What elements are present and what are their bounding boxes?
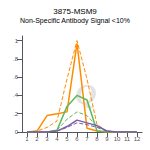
svg-text:.6: .6 — [13, 74, 19, 80]
svg-text:Q: Q — [75, 77, 97, 110]
svg-text:2: 2 — [35, 136, 39, 142]
svg-text:8: 8 — [95, 136, 99, 142]
svg-text:10: 10 — [114, 136, 121, 142]
svg-text:.2: .2 — [13, 111, 19, 117]
svg-text:3: 3 — [45, 136, 49, 142]
svg-text:7: 7 — [85, 136, 89, 142]
svg-text:.8: .8 — [13, 56, 19, 62]
svg-text:1: 1 — [25, 136, 29, 142]
svg-text:3875-MSM9: 3875-MSM9 — [53, 7, 97, 16]
svg-text:9: 9 — [105, 136, 109, 142]
svg-text:11: 11 — [124, 136, 131, 142]
svg-text:4: 4 — [55, 136, 59, 142]
svg-text:12: 12 — [134, 136, 141, 142]
svg-text:.4: .4 — [13, 92, 19, 98]
svg-text:0: 0 — [15, 129, 19, 135]
svg-text:Non-Specific Antibody Signal <: Non-Specific Antibody Signal <10% — [20, 17, 130, 25]
svg-text:1: 1 — [15, 38, 19, 44]
svg-text:6: 6 — [75, 136, 79, 142]
svg-text:5: 5 — [65, 136, 69, 142]
